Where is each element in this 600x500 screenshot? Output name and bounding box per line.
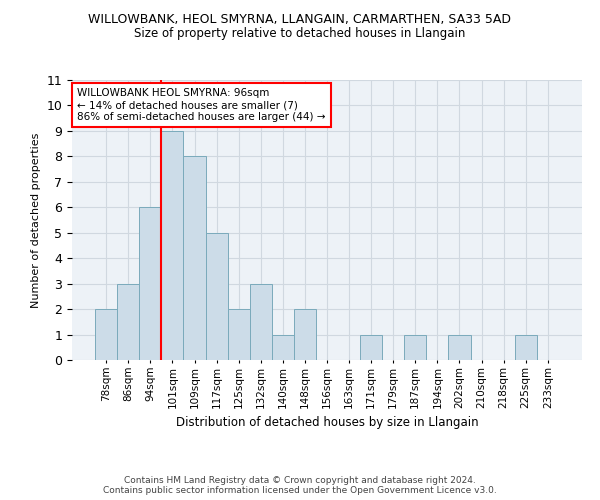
Bar bbox=[184, 156, 206, 360]
Bar bbox=[360, 334, 382, 360]
Text: Contains HM Land Registry data © Crown copyright and database right 2024.
Contai: Contains HM Land Registry data © Crown c… bbox=[103, 476, 497, 495]
Bar bbox=[139, 208, 161, 360]
Bar bbox=[117, 284, 139, 360]
Text: WILLOWBANK, HEOL SMYRNA, LLANGAIN, CARMARTHEN, SA33 5AD: WILLOWBANK, HEOL SMYRNA, LLANGAIN, CARMA… bbox=[89, 12, 511, 26]
Bar bbox=[227, 309, 250, 360]
Bar bbox=[515, 334, 537, 360]
Bar bbox=[404, 334, 427, 360]
Bar bbox=[448, 334, 470, 360]
Bar bbox=[206, 232, 227, 360]
Bar bbox=[250, 284, 272, 360]
Bar bbox=[294, 309, 316, 360]
Bar bbox=[272, 334, 294, 360]
Bar bbox=[95, 309, 117, 360]
Text: WILLOWBANK HEOL SMYRNA: 96sqm
← 14% of detached houses are smaller (7)
86% of se: WILLOWBANK HEOL SMYRNA: 96sqm ← 14% of d… bbox=[77, 88, 326, 122]
Bar bbox=[161, 131, 184, 360]
Y-axis label: Number of detached properties: Number of detached properties bbox=[31, 132, 41, 308]
X-axis label: Distribution of detached houses by size in Llangain: Distribution of detached houses by size … bbox=[176, 416, 478, 429]
Text: Size of property relative to detached houses in Llangain: Size of property relative to detached ho… bbox=[134, 28, 466, 40]
